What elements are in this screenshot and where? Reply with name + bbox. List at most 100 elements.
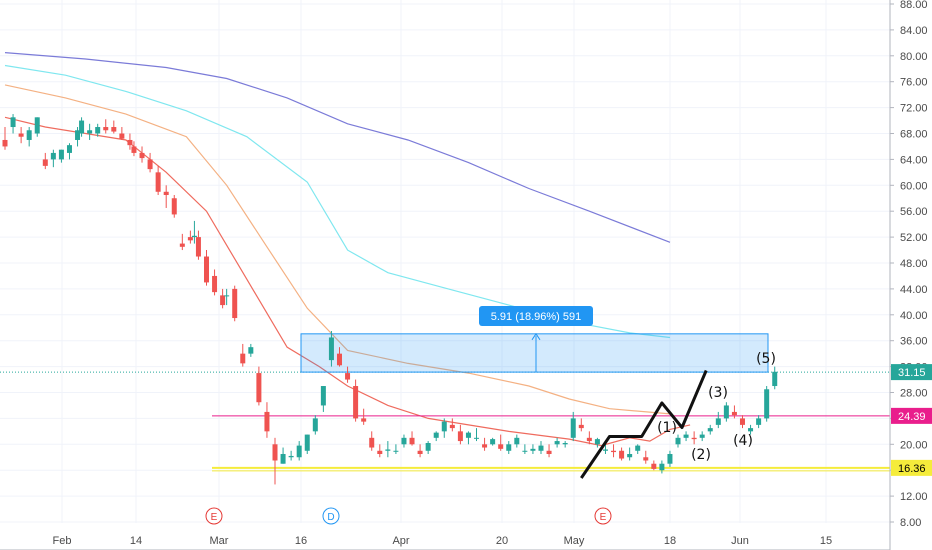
price-label-box	[891, 364, 932, 381]
candle-body	[103, 127, 109, 131]
price-tick-label: 52.00	[900, 232, 928, 244]
price-label-box	[891, 407, 932, 424]
price-tick-label: 28.00	[900, 388, 928, 400]
candle-body	[457, 431, 463, 442]
candle-body	[409, 437, 415, 445]
wave-label: (5)	[756, 351, 776, 367]
candle-body	[171, 198, 177, 215]
measure-label-box	[479, 306, 593, 326]
candle-body	[10, 117, 16, 128]
date-label: Jun	[731, 535, 749, 547]
candle-body	[312, 418, 318, 432]
candle-body	[731, 411, 737, 416]
candle-body	[570, 418, 576, 438]
candle-body	[139, 152, 145, 159]
candle-body	[586, 437, 592, 442]
candle-body	[75, 130, 81, 140]
candle-body	[147, 159, 153, 170]
candle-body	[385, 449, 391, 451]
wave-label: (3)	[708, 385, 728, 401]
candle-body	[361, 418, 367, 422]
price-tick-label: 48.00	[900, 258, 928, 270]
event-marker-label: E	[211, 512, 218, 523]
candle-body	[18, 133, 24, 137]
candle-body	[659, 463, 665, 471]
candle-body	[66, 145, 72, 153]
date-label: 16	[295, 535, 307, 547]
moving-average-line	[4, 52, 671, 243]
date-label: 15	[820, 535, 832, 547]
candle-body	[248, 347, 254, 354]
price-tick-label: 88.00	[900, 0, 928, 11]
candle-body	[772, 371, 778, 387]
price-tick-label: 64.00	[900, 154, 928, 166]
moving-average-line	[4, 84, 671, 415]
candle-body	[353, 386, 359, 419]
candle-body	[2, 139, 8, 147]
candle-body	[212, 275, 218, 293]
candle-body	[594, 439, 600, 445]
candle-body	[562, 443, 568, 445]
grid	[0, 0, 890, 523]
candles	[2, 114, 778, 485]
candle-body	[715, 418, 721, 425]
wave-label: (4)	[733, 433, 753, 449]
candle-body	[187, 237, 193, 241]
candle-body	[131, 146, 137, 153]
price-tick-label: 36.00	[900, 336, 928, 348]
candle-body	[530, 448, 536, 451]
event-marker-label: E	[600, 512, 607, 523]
candle-body	[723, 405, 729, 419]
event-marker	[205, 507, 223, 525]
candle-body	[127, 139, 133, 146]
candle-body	[748, 428, 754, 432]
candle-body	[756, 418, 762, 425]
wave-path	[580, 369, 708, 479]
candle-body	[336, 353, 342, 366]
candle-body	[232, 288, 238, 319]
measure-tool[interactable]: 5.91 (18.96%) 591	[300, 306, 769, 373]
price-label: 24.39	[898, 411, 926, 423]
event-marker	[594, 507, 612, 525]
candle-body	[651, 463, 657, 469]
candle-body	[280, 454, 286, 464]
measure-label: 5.91 (18.96%) 591	[491, 311, 582, 323]
date-axis[interactable]: Feb 14 Mar 16 Apr 20 May 18 Jun 15	[0, 535, 890, 550]
candle-body	[482, 444, 488, 448]
candle-body	[256, 373, 262, 403]
price-tick-label: 68.00	[900, 129, 928, 141]
moving-averages	[4, 52, 691, 447]
candle-body	[111, 127, 117, 132]
candle-body	[635, 445, 641, 451]
date-label: Apr	[392, 535, 409, 547]
measure-arrow-head	[531, 332, 541, 341]
elliott-wave[interactable]: (1) (2) (3) (4) (5)	[580, 351, 776, 479]
candle-body	[328, 337, 334, 361]
candle-body	[699, 434, 705, 438]
candle-body	[320, 386, 326, 406]
candle-body	[538, 445, 544, 451]
measure-box	[300, 333, 769, 373]
date-label: Mar	[210, 535, 229, 547]
candle-body	[79, 120, 85, 134]
candle-body	[296, 445, 302, 458]
candle-body	[683, 434, 689, 438]
event-marker	[322, 507, 340, 525]
candle-body	[490, 439, 496, 445]
candle-body	[163, 191, 169, 196]
candle-body	[58, 149, 64, 160]
price-tick-label: 8.00	[900, 517, 921, 529]
date-label: Feb	[53, 535, 72, 547]
wave-label: (1)	[657, 420, 677, 436]
candle-body	[619, 450, 625, 459]
price-tick-label: 40.00	[900, 310, 928, 322]
moving-average-line	[4, 116, 691, 447]
candle-body	[95, 127, 101, 134]
price-tick-label: 76.00	[900, 77, 928, 89]
candle-body	[691, 437, 697, 440]
candle-body	[179, 243, 185, 247]
candle-body	[304, 434, 310, 451]
